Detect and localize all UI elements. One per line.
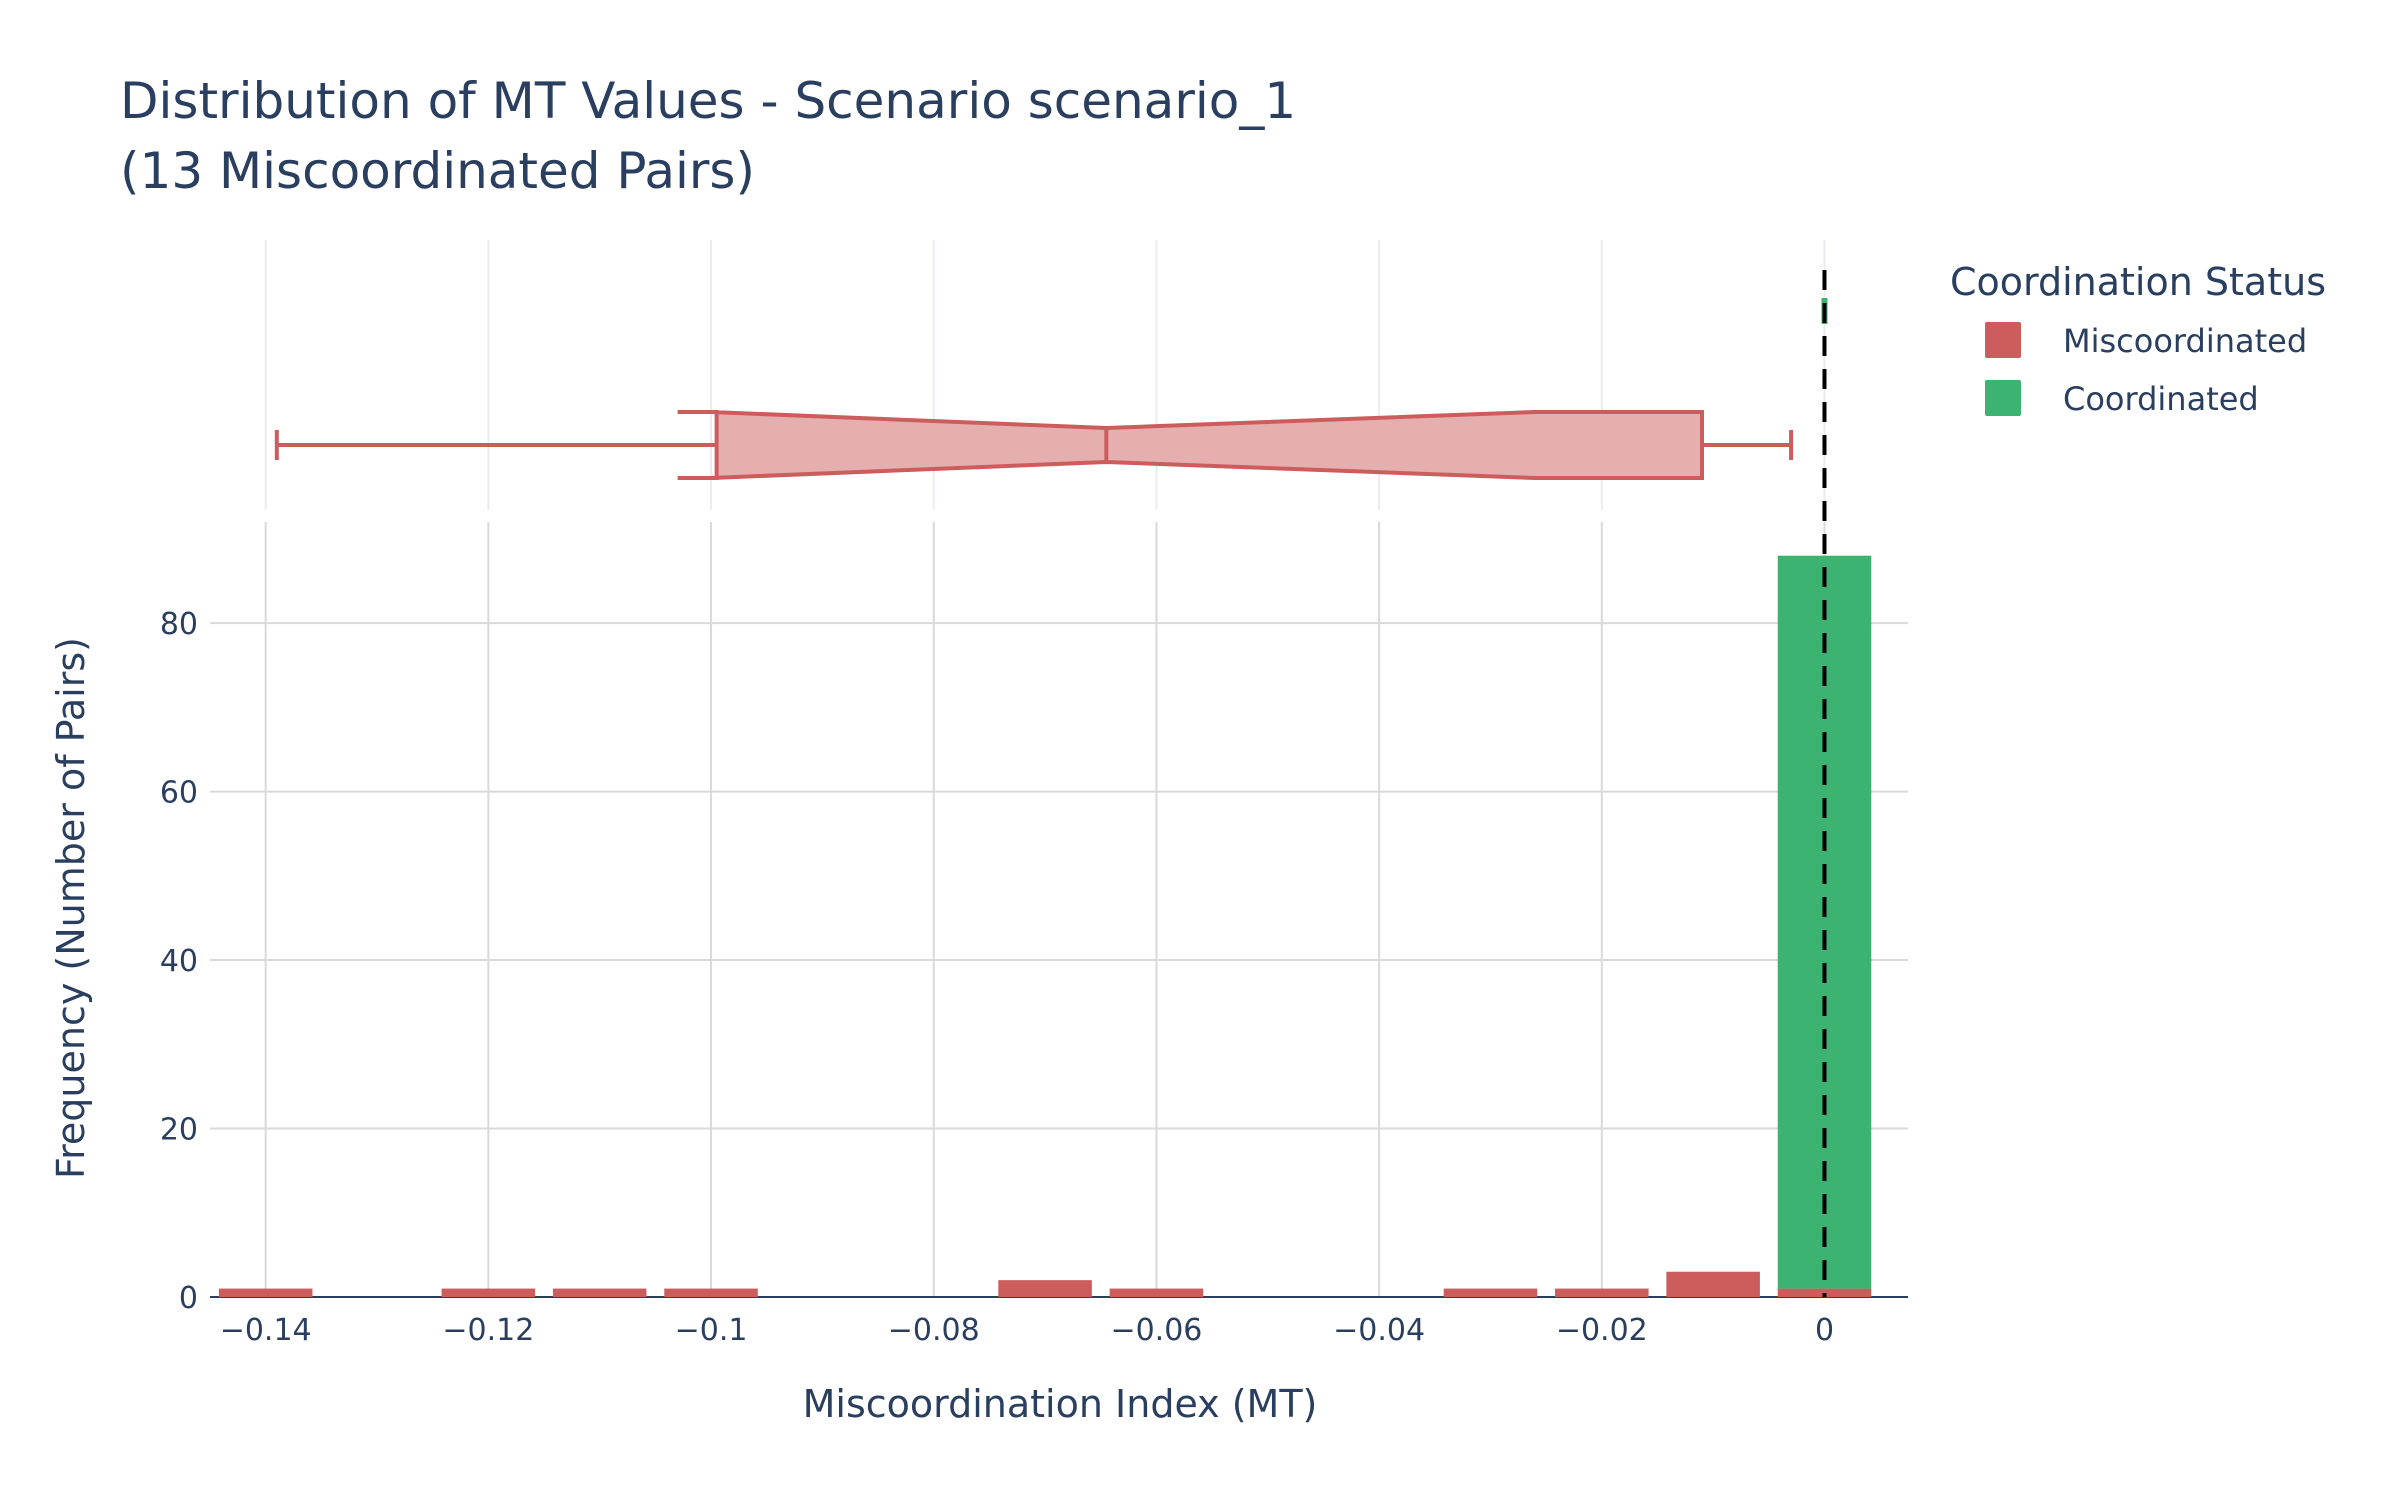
- bar-miscoordinated: [998, 1280, 1092, 1297]
- histogram-grid: [210, 522, 1908, 1298]
- x-tick-label: −0.08: [888, 1313, 980, 1348]
- bar-miscoordinated: [1555, 1288, 1649, 1297]
- legend-title: Coordination Status: [1950, 260, 2326, 304]
- bar-miscoordinated: [1666, 1271, 1760, 1297]
- chart-title-line2: (13 Miscoordinated Pairs): [120, 142, 755, 200]
- bar-miscoordinated: [218, 1288, 313, 1297]
- legend: Coordination Status Miscoordinated Coord…: [1950, 260, 2326, 418]
- x-tick-label: −0.04: [1333, 1313, 1425, 1348]
- legend-label-miscoordinated: Miscoordinated: [2063, 322, 2307, 360]
- legend-item-miscoordinated[interactable]: Miscoordinated: [1985, 322, 2307, 360]
- bar-miscoordinated: [1109, 1288, 1204, 1297]
- box-body: [710, 410, 1705, 480]
- legend-swatch-coordinated: [1985, 380, 2021, 416]
- y-axis-title: Frequency (Number of Pairs): [49, 637, 93, 1179]
- y-axis-ticks: 0 20 40 60 80: [160, 607, 198, 1316]
- y-tick-label: 40: [160, 944, 198, 979]
- x-tick-label: −0.02: [1556, 1313, 1648, 1348]
- bar-miscoordinated: [664, 1288, 758, 1297]
- x-tick-label: −0.12: [442, 1313, 534, 1348]
- marginal-grid: [264, 240, 1826, 510]
- y-tick-label: 20: [160, 1113, 198, 1148]
- box-plot[interactable]: [274, 298, 1828, 480]
- histogram-bars: [218, 555, 1872, 1297]
- legend-label-coordinated: Coordinated: [2063, 380, 2259, 418]
- bar-miscoordinated: [1443, 1288, 1538, 1297]
- x-axis-title: Miscoordination Index (MT): [803, 1382, 1318, 1426]
- legend-item-coordinated[interactable]: Coordinated: [1985, 380, 2259, 418]
- y-tick-label: 60: [160, 776, 198, 811]
- y-tick-label: 80: [160, 607, 198, 642]
- x-tick-label: 0: [1815, 1313, 1834, 1348]
- x-tick-label: −0.1: [675, 1313, 748, 1348]
- bar-miscoordinated: [1777, 1288, 1872, 1297]
- x-axis-ticks: −0.14 −0.12 −0.1 −0.08 −0.06 −0.04 −0.02 0: [220, 1313, 1834, 1348]
- bar-miscoordinated: [552, 1288, 647, 1297]
- bar-miscoordinated: [441, 1288, 536, 1297]
- x-tick-label: −0.14: [220, 1313, 312, 1348]
- x-tick-label: −0.06: [1110, 1313, 1202, 1348]
- legend-swatch-miscoordinated: [1985, 322, 2021, 358]
- chart-title-line1: Distribution of MT Values - Scenario sce…: [120, 72, 1296, 130]
- y-tick-label: 0: [179, 1281, 198, 1316]
